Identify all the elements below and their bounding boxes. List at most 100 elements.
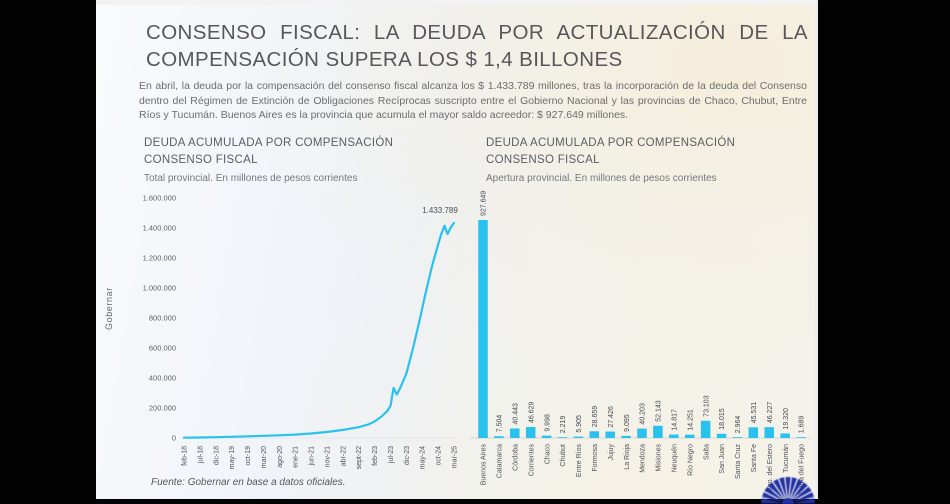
svg-text:Tucumán: Tucumán [783, 444, 790, 473]
svg-text:2.964: 2.964 [735, 416, 742, 434]
bar-Santa Cruz [732, 437, 743, 438]
svg-text:600.000: 600.000 [149, 344, 176, 353]
svg-text:mar-20: mar-20 [261, 446, 268, 468]
bar-La Rioja [621, 435, 631, 438]
bar-Chaco [541, 435, 552, 438]
svg-text:jul-23: jul-23 [388, 446, 395, 464]
source-note: Fuente: Gobernar en base a datos oficial… [151, 477, 346, 488]
line-chart-header: DEUDA ACUMULADA POR COMPENSACIÓN CONSENS… [144, 135, 406, 184]
province-bars: 927.649 Buenos Aires 7.504 Catamarca 40.443 C… [478, 191, 806, 495]
bar-San Juan [716, 433, 727, 438]
svg-text:800.000: 800.000 [149, 314, 176, 323]
y-axis-labels: 1.600.000 1.400.000 1.200.000 1.000.000 800.… [143, 194, 176, 443]
svg-text:Chubut: Chubut [560, 444, 567, 467]
svg-text:9.095: 9.095 [624, 414, 631, 432]
svg-text:Chaco: Chaco [544, 444, 551, 464]
svg-text:may-24: may-24 [420, 446, 427, 469]
presentation-slide: Gobernar CONSENSO FISCAL: LA DEUDA POR A… [96, 0, 818, 504]
svg-text:Corrientes: Corrientes [528, 444, 535, 477]
bar-Río Negro [684, 434, 695, 438]
svg-text:46.629: 46.629 [528, 402, 535, 424]
svg-text:27.426: 27.426 [608, 406, 615, 428]
svg-text:200.000: 200.000 [149, 404, 176, 413]
svg-text:Río Negro: Río Negro [687, 444, 694, 476]
svg-text:ene-21: ene-21 [293, 446, 300, 468]
svg-text:1.200.000: 1.200.000 [143, 254, 176, 263]
svg-text:1.400.000: 1.400.000 [143, 224, 176, 233]
svg-text:46.227: 46.227 [767, 402, 774, 424]
bar-Tucumán [780, 433, 790, 438]
bar-Chubut [557, 437, 568, 438]
svg-text:14.251: 14.251 [687, 409, 694, 431]
svg-text:feb-23: feb-23 [372, 446, 379, 466]
svg-text:5.905: 5.905 [576, 415, 583, 433]
svg-text:45.531: 45.531 [751, 402, 758, 424]
bar-chart: 927.649 Buenos Aires 7.504 Catamarca 40.443 C… [470, 191, 810, 495]
x-axis-labels: feb-18 jul-18 dic-18 may-19 oct-19 mar-20 ago-… [182, 446, 459, 469]
svg-text:sept-22: sept-22 [356, 446, 363, 469]
bar-Corrientes [525, 427, 536, 438]
bar-Córdoba [510, 428, 520, 438]
svg-text:Neuquén: Neuquén [672, 444, 679, 473]
svg-text:abr-22: abr-22 [340, 446, 347, 466]
svg-text:Santa Cruz: Santa Cruz [735, 444, 742, 480]
svg-text:73.103: 73.103 [703, 395, 710, 417]
bar-Catamarca [494, 436, 504, 438]
svg-text:Córdoba: Córdoba [513, 444, 520, 471]
bar-Salta [700, 420, 711, 438]
slide-title: CONSENSO FISCAL: LA DEUDA POR ACTUALIZAC… [146, 21, 808, 72]
svg-text:40.443: 40.443 [513, 403, 520, 425]
line-chart-subtitle: Total provincial. En millones de pesos c… [144, 173, 358, 185]
bar-Misiones [653, 425, 663, 438]
svg-text:oct-24: oct-24 [436, 446, 443, 466]
bar-Sgo. del Estero [764, 427, 774, 438]
svg-text:28.659: 28.659 [592, 406, 599, 428]
svg-text:40.203: 40.203 [640, 403, 647, 425]
svg-text:Formosa: Formosa [592, 444, 599, 472]
svg-text:Entre Ríos: Entre Ríos [576, 444, 583, 478]
bar-Tierra del Fuego [796, 437, 806, 438]
svg-text:mar-25: mar-25 [452, 446, 459, 468]
bar-Buenos Aires [478, 220, 488, 438]
svg-text:1.000.000: 1.000.000 [143, 284, 176, 293]
svg-text:ago-20: ago-20 [277, 446, 284, 468]
svg-text:19.320: 19.320 [783, 408, 790, 430]
bar-Santa Fe [748, 427, 759, 438]
svg-text:may-19: may-19 [229, 446, 236, 469]
svg-text:dic-23: dic-23 [404, 446, 411, 465]
svg-text:Buenos Aires: Buenos Aires [481, 444, 488, 486]
svg-text:Salta: Salta [703, 444, 710, 460]
svg-text:1.689: 1.689 [799, 416, 806, 434]
svg-text:14.817: 14.817 [672, 409, 679, 431]
line-chart: 1.600.000 1.400.000 1.200.000 1.000.000 800.… [143, 194, 459, 470]
gobernar-watermark: Gobernar [104, 287, 114, 330]
svg-text:927.649: 927.649 [481, 191, 488, 216]
svg-text:jun-21: jun-21 [309, 446, 316, 467]
svg-text:dic-18: dic-18 [213, 446, 220, 465]
bar-Jujuy [605, 431, 615, 438]
svg-text:2.219: 2.219 [560, 416, 567, 434]
svg-text:jul-18: jul-18 [197, 446, 204, 464]
svg-text:Santa Fe: Santa Fe [751, 444, 758, 473]
peak-value-annotation: 1.433.789 [422, 206, 458, 215]
svg-text:feb-18: feb-18 [182, 446, 189, 466]
svg-text:La Rioja: La Rioja [624, 444, 631, 470]
bar-Mendoza [637, 428, 647, 438]
svg-text:0: 0 [172, 434, 176, 443]
svg-text:1.600.000: 1.600.000 [143, 194, 176, 203]
svg-text:San Juan: San Juan [719, 444, 726, 474]
svg-text:52.143: 52.143 [656, 400, 663, 422]
svg-text:7.504: 7.504 [497, 415, 504, 433]
svg-text:Jujuy: Jujuy [608, 444, 615, 461]
svg-text:Catamarca: Catamarca [497, 444, 504, 478]
svg-text:Sgo. del Estero: Sgo. del Estero [767, 444, 774, 492]
debt-line-series [182, 221, 456, 439]
svg-text:400.000: 400.000 [149, 374, 176, 383]
bar-Entre Ríos [573, 436, 584, 438]
svg-text:Mendoza: Mendoza [640, 444, 647, 473]
bar-chart-title: DEUDA ACUMULADA POR COMPENSACIÓN CONSENS… [486, 137, 736, 166]
svg-text:Tierra del Fuego: Tierra del Fuego [799, 444, 806, 495]
bar-Formosa [589, 431, 600, 438]
svg-text:oct-19: oct-19 [245, 446, 252, 466]
svg-text:18.015: 18.015 [719, 408, 726, 430]
